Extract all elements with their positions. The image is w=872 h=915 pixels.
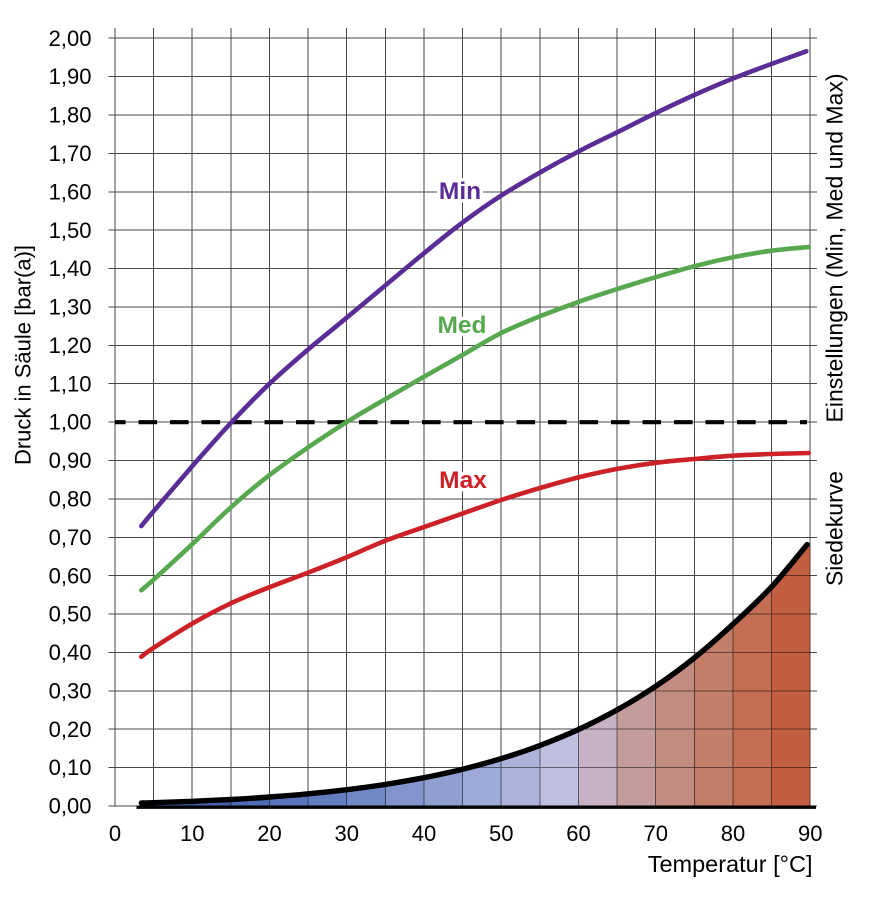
svg-text:20: 20 — [257, 821, 281, 846]
svg-text:0,30: 0,30 — [49, 678, 92, 703]
svg-text:50: 50 — [489, 821, 513, 846]
svg-text:Einstellungen (Min, Med und Ma: Einstellungen (Min, Med und Max) — [822, 74, 848, 423]
svg-text:0,00: 0,00 — [49, 794, 92, 819]
svg-text:1,50: 1,50 — [49, 218, 92, 243]
svg-text:40: 40 — [412, 821, 436, 846]
svg-text:1,70: 1,70 — [49, 141, 92, 166]
svg-text:30: 30 — [334, 821, 358, 846]
svg-text:Min: Min — [439, 178, 481, 205]
svg-text:70: 70 — [643, 821, 667, 846]
svg-text:2,00: 2,00 — [49, 26, 92, 51]
svg-text:60: 60 — [566, 821, 590, 846]
svg-text:Siedekurve: Siedekurve — [822, 471, 848, 586]
svg-text:10: 10 — [180, 821, 204, 846]
svg-text:1,00: 1,00 — [49, 410, 92, 435]
svg-text:0: 0 — [109, 821, 121, 846]
svg-text:0,80: 0,80 — [49, 487, 92, 512]
svg-text:1,80: 1,80 — [49, 103, 92, 128]
svg-text:1,30: 1,30 — [49, 295, 92, 320]
svg-text:0,60: 0,60 — [49, 563, 92, 588]
svg-text:Med: Med — [438, 312, 487, 339]
svg-text:80: 80 — [721, 821, 745, 846]
svg-text:0,50: 0,50 — [49, 602, 92, 627]
svg-text:0,70: 0,70 — [49, 525, 92, 550]
svg-text:Druck in Säule [bar(a)]: Druck in Säule [bar(a)] — [11, 245, 36, 465]
svg-text:1,10: 1,10 — [49, 371, 92, 396]
svg-text:1,20: 1,20 — [49, 333, 92, 358]
svg-text:1,60: 1,60 — [49, 179, 92, 204]
svg-text:Temperatur [°C]: Temperatur [°C] — [648, 851, 813, 877]
svg-text:90: 90 — [798, 821, 822, 846]
svg-text:0,40: 0,40 — [49, 640, 92, 665]
svg-text:0,20: 0,20 — [49, 717, 92, 742]
svg-text:0,90: 0,90 — [49, 448, 92, 473]
svg-text:Max: Max — [439, 467, 487, 494]
svg-text:1,40: 1,40 — [49, 256, 92, 281]
svg-text:1,90: 1,90 — [49, 64, 92, 89]
svg-text:0,10: 0,10 — [49, 755, 92, 780]
